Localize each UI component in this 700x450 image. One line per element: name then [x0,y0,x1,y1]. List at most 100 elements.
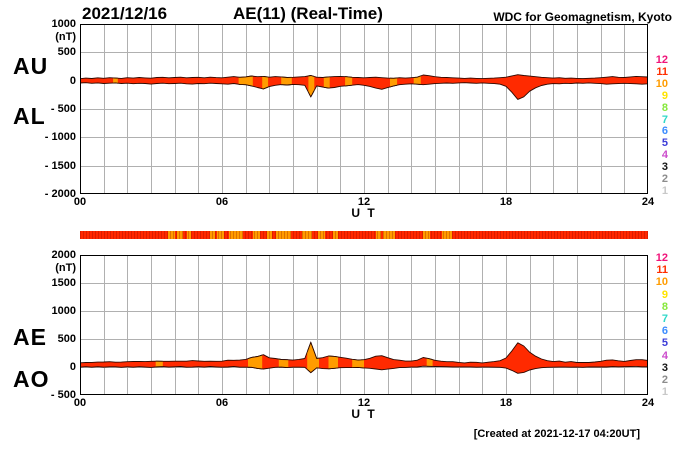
station-count-bottom-12: 12 [655,252,668,264]
y-tick-top--2000: - 2000 [44,188,76,200]
ae-ao-band [80,341,648,374]
x-axis-title-bottom: U T [351,407,377,421]
quality-bar-segment [375,231,381,239]
au-al-band-alt-segment [413,75,421,85]
y-tick-top-1000: 1000 [51,18,76,30]
station-count-top-5: 5 [661,137,668,150]
ae-ao-band-alt-segment [278,358,289,369]
station-count-bottom-5: 5 [661,337,668,350]
x-tick-bottom-24: 24 [641,397,655,409]
ae-ao-chart-area [80,255,648,395]
au-al-band-alt-segment [113,77,118,84]
y-tick-bottom-0: 0 [69,361,76,373]
station-count-bottom-1: 1 [661,386,668,399]
ae-ao-band-alt-segment [328,355,338,370]
ae-ao-band-alt-segment [248,354,263,370]
y-tick-bottom-500: 500 [57,333,76,345]
ae-series-label: AE [13,324,47,350]
y-tick-top--1000: - 1000 [44,131,76,144]
ae-ao-plot [80,255,648,395]
quality-bar-segment [442,231,452,239]
ae-ao-band-alt-segment [307,341,319,374]
au-al-band-alt-segment [308,75,315,98]
quality-bar-segment [186,231,192,239]
x-tick-bottom-18: 18 [499,397,513,409]
y-tick-top--500: - 500 [50,103,76,115]
station-count-bottom-6: 6 [661,325,668,338]
plot-frame [80,24,648,194]
x-tick-bottom-06: 06 [215,397,229,409]
au-al-chart-area [80,24,648,194]
ao-series-label: AO [13,366,50,392]
station-count-bottom-4: 4 [661,349,668,362]
station-count-top-9: 9 [661,89,668,102]
quality-bar-segment [423,231,431,239]
x-tick-top-24: 24 [641,196,655,208]
x-tick-top-12: 12 [357,196,371,208]
y-tick-bottom-2000: 2000 [51,249,76,261]
data-quality-bar [80,231,648,239]
station-count-top-6: 6 [661,125,668,138]
organization-label: WDC for Geomagnetism, Kyoto [493,10,672,24]
station-count-top-8: 8 [661,101,668,114]
plot-frame [80,255,648,395]
page-title: AE(11) (Real-Time) [233,4,383,23]
au-al-plot [80,24,648,194]
station-count-top-4: 4 [661,149,668,162]
y-tick-top-0: 0 [69,74,76,87]
au-al-band-alt-segment [390,77,398,88]
station-count-bottom-10: 10 [655,276,668,289]
au-al-band-alt-segment [345,76,353,87]
y-tick-bottom--500: - 500 [50,389,76,401]
quality-bar-segment [276,231,291,239]
quality-bar-segment [177,231,183,239]
au-al-band-alt-segment [281,76,292,86]
quality-bar-segment [333,231,338,239]
quality-bar-segment [317,231,325,239]
x-tick-top-06: 06 [215,196,229,208]
station-count-bottom-9: 9 [661,288,668,301]
station-count-top-3: 3 [661,161,668,174]
quality-bar-segment [167,231,175,239]
station-count-bottom-2: 2 [661,374,668,386]
station-count-top-2: 2 [661,173,668,185]
x-tick-top-00: 00 [73,196,87,208]
y-tick-bottom-1000: 1000 [51,305,76,317]
created-at-label: [Created at 2021-12-17 04:20UT] [473,428,640,440]
quality-bar-segment [302,231,312,239]
au-al-band-alt-segment [238,75,253,87]
x-axis-title-top: U T [351,206,377,220]
y-tick-bottom-1500: 1500 [51,277,76,289]
unit-label-top: (nT) [55,31,76,43]
x-tick-top-18: 18 [499,196,513,208]
station-count-bottom-7: 7 [661,313,668,325]
ae-ao-band-alt-segment [155,360,163,368]
quality-bar-segment [217,231,225,239]
au-series-label: AU [13,53,49,79]
station-count-bottom-11: 11 [656,264,668,277]
y-tick-top--1500: - 1500 [44,159,76,172]
au-al-band-alt-segment [323,76,330,89]
quality-bar-segment [382,231,395,239]
x-tick-bottom-00: 00 [73,397,87,409]
x-tick-bottom-12: 12 [357,397,371,409]
y-tick-top-500: 500 [57,46,76,59]
station-count-top-10: 10 [655,77,668,90]
station-count-bottom-3: 3 [661,361,668,374]
station-count-top-11: 11 [656,65,668,78]
quality-bar-segment [266,231,272,239]
station-count-bottom-8: 8 [661,300,668,313]
station-count-top-12: 12 [655,54,668,66]
au-al-band-alt-segment [262,75,269,90]
unit-label-bottom: (nT) [55,262,76,274]
ae-ao-band-alt-segment [352,358,365,369]
al-series-label: AL [13,103,46,129]
ae-ao-band-alt-segment [426,357,433,367]
station-count-top-7: 7 [661,113,668,126]
date-label: 2021/12/16 [82,4,168,23]
quality-bar-segment [210,231,215,239]
quality-bar-segment [229,231,244,239]
station-count-top-1: 1 [661,184,668,197]
quality-bar-segment [252,231,260,239]
